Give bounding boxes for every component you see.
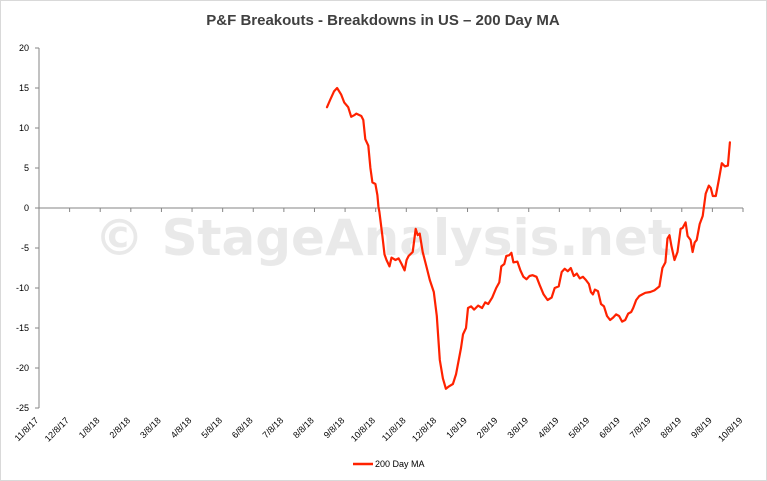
series-layer bbox=[325, 86, 732, 390]
x-tick-label: 8/8/18 bbox=[291, 415, 316, 440]
x-tick-label: 5/8/19 bbox=[567, 415, 592, 440]
y-tick-label: 5 bbox=[24, 163, 29, 173]
x-tick-label: 11/8/18 bbox=[380, 415, 408, 443]
x-tick-label: 2/8/19 bbox=[475, 415, 500, 440]
x-tick-label: 4/8/18 bbox=[169, 415, 194, 440]
y-tick-label: 10 bbox=[19, 123, 29, 133]
y-tick-label: -25 bbox=[16, 403, 29, 413]
x-tick-label: 10/8/18 bbox=[349, 415, 377, 443]
x-tick-label: 9/8/19 bbox=[689, 415, 714, 440]
y-axis: 20 15 10 5 0 -5 -10 -15 -20 -25 bbox=[16, 43, 40, 413]
x-tick-label: 8/8/19 bbox=[658, 415, 683, 440]
y-tick-label: 20 bbox=[19, 43, 29, 53]
y-tick-label: 0 bbox=[24, 203, 29, 213]
legend-label: 200 Day MA bbox=[375, 459, 425, 469]
series-line-200-day-ma bbox=[325, 86, 732, 390]
x-tick-label: 3/8/19 bbox=[505, 415, 530, 440]
x-tick-label: 12/8/18 bbox=[410, 415, 438, 443]
x-tick-label: 7/8/18 bbox=[261, 415, 286, 440]
x-tick-label: 10/8/19 bbox=[716, 415, 744, 443]
x-tick-label: 3/8/18 bbox=[138, 415, 163, 440]
y-tick-label: -15 bbox=[16, 323, 29, 333]
x-tick-label: 9/8/18 bbox=[322, 415, 347, 440]
y-tick-label: -10 bbox=[16, 283, 29, 293]
x-tick-label: 11/8/17 bbox=[13, 415, 41, 443]
chart-title: P&F Breakouts - Breakdowns in US – 200 D… bbox=[206, 12, 560, 29]
x-tick-label: 6/8/19 bbox=[597, 415, 622, 440]
y-tick-label: -20 bbox=[16, 363, 29, 373]
legend: 200 Day MA bbox=[353, 459, 425, 469]
y-tick-label: 15 bbox=[19, 83, 29, 93]
x-tick-label: 1/8/18 bbox=[77, 415, 102, 440]
y-tick-label: -5 bbox=[21, 243, 29, 253]
x-tick-label: 1/8/19 bbox=[444, 415, 469, 440]
x-tick-label: 4/8/19 bbox=[536, 415, 561, 440]
x-tick-label: 12/8/17 bbox=[43, 415, 71, 443]
x-tick-label: 2/8/18 bbox=[107, 415, 132, 440]
x-tick-label: 7/8/19 bbox=[628, 415, 653, 440]
x-tick-label: 6/8/18 bbox=[230, 415, 255, 440]
x-tick-label: 5/8/18 bbox=[199, 415, 224, 440]
